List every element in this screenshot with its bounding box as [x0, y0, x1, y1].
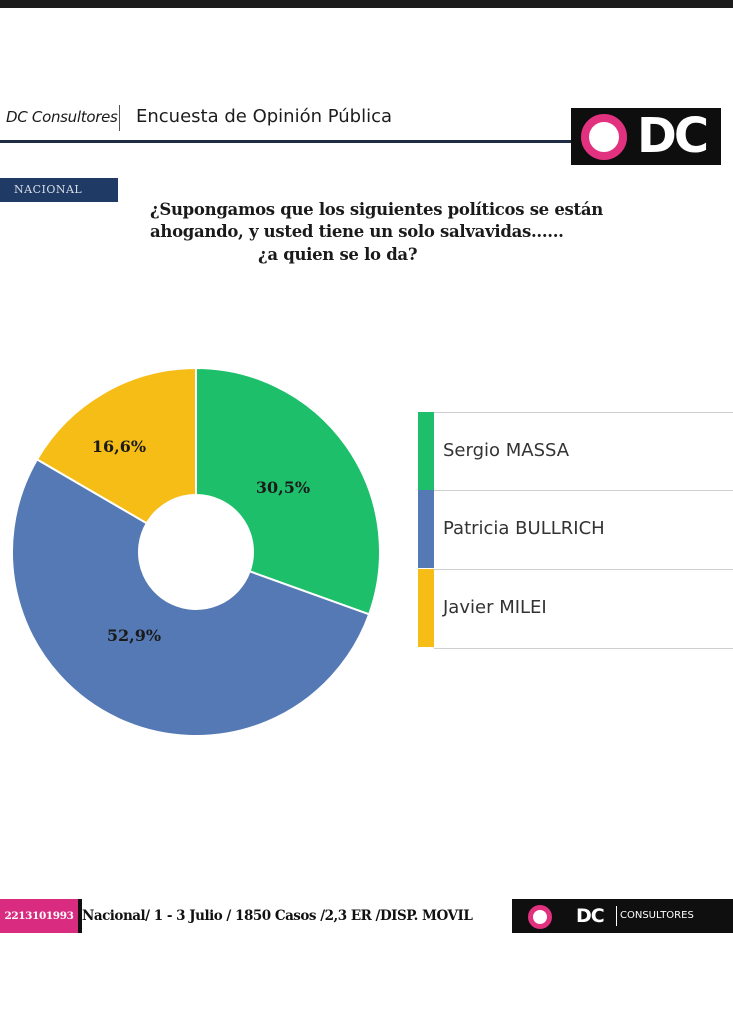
logo-text: DC — [637, 108, 709, 164]
pie-slice-milei — [35, 366, 197, 525]
question-line-1: ¿Supongamos que los siguientes políticos… — [150, 200, 603, 219]
chart-legend: Sergio MASSA Patricia BULLRICH Javier MI… — [418, 412, 733, 649]
legend-swatch-bullrich — [418, 490, 434, 568]
header-rule — [0, 140, 572, 143]
legend-item-bullrich: Patricia BULLRICH — [418, 490, 733, 568]
legend-label-massa: Sergio MASSA — [443, 440, 570, 461]
top-bar — [0, 0, 733, 8]
question-line-3: ¿a quien se lo da? — [258, 245, 418, 264]
legend-swatch-milei — [418, 569, 434, 647]
data-label-bullrich: 52,9% — [107, 626, 161, 645]
header-separator — [119, 105, 120, 131]
footer-logo-text: DC — [576, 905, 605, 927]
data-label-milei: 16,6% — [92, 437, 146, 456]
footer-consultores: CONSULTORES — [620, 910, 694, 921]
legend-item-milei: Javier MILEI — [418, 569, 733, 647]
legend-label-bullrich: Patricia BULLRICH — [443, 518, 605, 539]
data-label-massa: 30,5% — [256, 478, 310, 497]
legend-swatch-massa — [418, 412, 434, 490]
legend-divider — [434, 412, 733, 413]
donut-chart: 30,5% 52,9% 16,6% — [11, 366, 381, 737]
dc-logo: DC — [571, 108, 721, 165]
brand-name: DC Consultores — [6, 108, 118, 126]
header: DC Consultores Encuesta de Opinión Públi… — [0, 100, 733, 170]
logo-ring-icon — [581, 114, 627, 160]
footer-phone: 2213101993 — [0, 899, 78, 933]
pie-slice-bullrich — [11, 457, 371, 737]
legend-divider — [434, 648, 733, 649]
footer-ring-icon — [528, 905, 552, 929]
footer-info: Nacional/ 1 - 3 Julio / 1850 Casos /2,3 … — [82, 899, 512, 933]
pie-slice-massa — [195, 366, 381, 616]
nacional-tag: NACIONAL — [0, 178, 118, 202]
legend-divider — [434, 490, 733, 491]
footer-separator — [616, 906, 617, 926]
legend-label-milei: Javier MILEI — [443, 597, 547, 618]
survey-title: Encuesta de Opinión Pública — [136, 106, 393, 127]
legend-divider — [434, 569, 733, 570]
question-line-2: ahogando, y usted tiene un solo salvavid… — [150, 222, 564, 241]
legend-item-massa: Sergio MASSA — [418, 412, 733, 490]
footer: 2213101993 Nacional/ 1 - 3 Julio / 1850 … — [0, 899, 733, 933]
